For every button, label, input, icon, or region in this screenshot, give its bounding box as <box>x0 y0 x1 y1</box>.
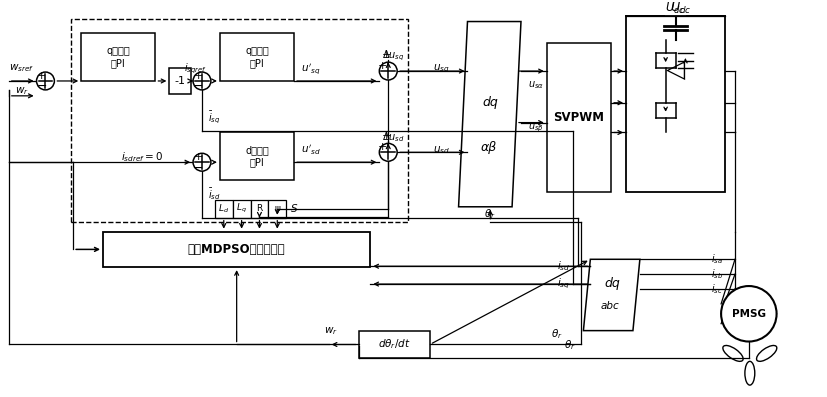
Text: +: + <box>194 152 203 162</box>
Text: $i_{sqref}$: $i_{sqref}$ <box>184 62 207 76</box>
Bar <box>359 331 430 358</box>
Bar <box>220 133 294 180</box>
Text: +: + <box>378 143 387 152</box>
Text: $w_r$: $w_r$ <box>324 325 337 337</box>
Text: $u_{sq}$: $u_{sq}$ <box>433 63 450 75</box>
Bar <box>220 33 294 81</box>
Text: $w_r$: $w_r$ <box>15 85 29 97</box>
Text: $\bar{i}_{sq}$: $\bar{i}_{sq}$ <box>208 110 220 126</box>
Circle shape <box>193 72 211 90</box>
Circle shape <box>380 143 397 161</box>
Text: d轴电流
环PI: d轴电流 环PI <box>245 145 269 167</box>
Text: $i_{sc}$: $i_{sc}$ <box>711 282 723 296</box>
Text: $\Delta u_{sq}$: $\Delta u_{sq}$ <box>382 49 404 64</box>
Text: dq: dq <box>482 96 498 109</box>
Text: $\theta_r$: $\theta_r$ <box>551 328 562 341</box>
Text: +: + <box>381 50 391 60</box>
Text: $U_{dc}$: $U_{dc}$ <box>670 1 691 16</box>
Text: ◁: ◁ <box>666 58 685 82</box>
Text: $w_{sref}$: $w_{sref}$ <box>9 62 34 74</box>
Text: −: − <box>36 81 47 93</box>
Bar <box>103 231 370 267</box>
Text: R: R <box>256 204 263 213</box>
Text: SVPWM: SVPWM <box>553 111 605 124</box>
Bar <box>81 33 155 81</box>
Text: $L_q$: $L_q$ <box>237 202 247 215</box>
Text: $i_{sa}$: $i_{sa}$ <box>711 252 723 266</box>
Bar <box>232 200 251 218</box>
Text: −: − <box>193 162 203 175</box>
Ellipse shape <box>757 345 777 361</box>
Ellipse shape <box>745 361 755 385</box>
Text: $i_{sd}$: $i_{sd}$ <box>557 259 571 273</box>
Text: $\Delta u_{sd}$: $\Delta u_{sd}$ <box>382 131 404 145</box>
Polygon shape <box>459 21 521 207</box>
Text: q轴转速
环PI: q轴转速 环PI <box>107 46 130 68</box>
Text: $u_{s\alpha}$: $u_{s\alpha}$ <box>528 79 544 91</box>
Bar <box>547 43 611 192</box>
Polygon shape <box>583 259 640 331</box>
Text: PMSG: PMSG <box>732 309 766 319</box>
Text: −: − <box>193 81 203 93</box>
Text: +: + <box>194 71 203 81</box>
Text: $U_{dc}$: $U_{dc}$ <box>666 1 686 16</box>
Text: abc: abc <box>600 301 619 311</box>
Text: $\bar{i}_{sd}$: $\bar{i}_{sd}$ <box>208 186 220 202</box>
Text: +: + <box>378 61 387 71</box>
Bar <box>269 200 286 218</box>
Text: $i_{sdref}=0$: $i_{sdref}=0$ <box>122 150 164 164</box>
Text: dq: dq <box>605 277 620 289</box>
Text: $\theta_r$: $\theta_r$ <box>564 339 576 353</box>
Text: $L_d$: $L_d$ <box>218 202 229 215</box>
Text: +: + <box>381 131 391 141</box>
Text: +: + <box>37 71 46 81</box>
Text: $u_{sd}$: $u_{sd}$ <box>433 145 450 156</box>
Bar <box>215 200 232 218</box>
Text: $\theta_r$: $\theta_r$ <box>485 207 496 221</box>
Circle shape <box>380 62 397 80</box>
Text: $u'_{sd}$: $u'_{sd}$ <box>301 143 321 158</box>
Text: $u_{s\beta}$: $u_{s\beta}$ <box>528 121 544 134</box>
Text: $i_{sb}$: $i_{sb}$ <box>711 267 724 281</box>
Text: S: S <box>291 204 298 214</box>
Text: q轴电流
环PI: q轴电流 环PI <box>245 46 269 68</box>
Bar <box>626 15 725 192</box>
Ellipse shape <box>723 345 743 361</box>
Text: $i_{sq}$: $i_{sq}$ <box>557 277 570 291</box>
Circle shape <box>36 72 55 90</box>
Text: $dθ_r/dt$: $dθ_r/dt$ <box>378 337 410 351</box>
Circle shape <box>721 286 777 341</box>
Text: ψ: ψ <box>275 204 280 213</box>
Text: $u'_{sq}$: $u'_{sq}$ <box>301 62 321 77</box>
Bar <box>71 19 408 222</box>
Text: -1: -1 <box>174 76 186 86</box>
Text: 基于MDPSO的参数辨识: 基于MDPSO的参数辨识 <box>188 243 285 256</box>
Circle shape <box>193 153 211 171</box>
Text: αβ: αβ <box>480 141 496 154</box>
Bar <box>170 68 191 94</box>
Bar <box>251 200 269 218</box>
